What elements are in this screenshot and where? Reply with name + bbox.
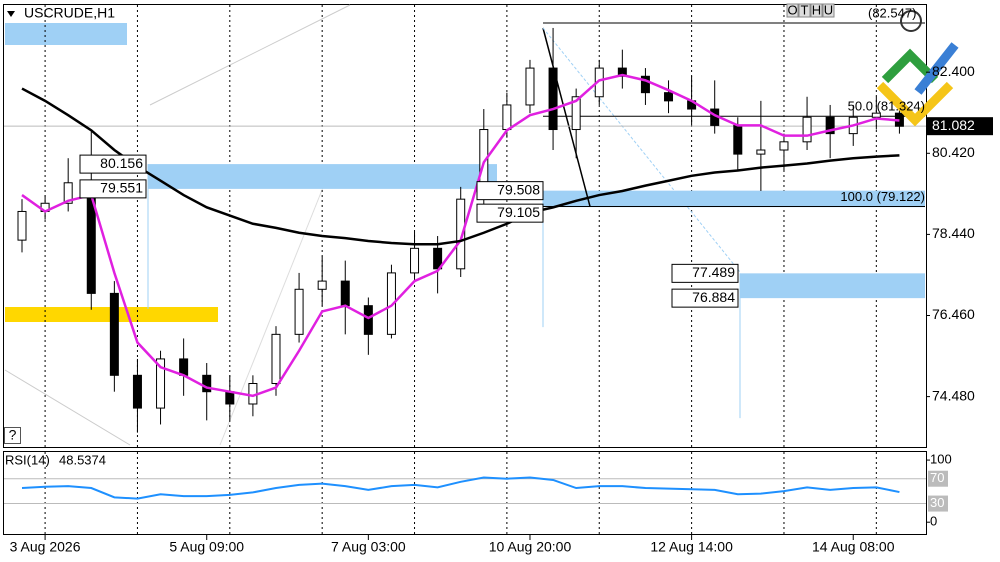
grid (44, 5, 877, 534)
zone-label-box (79, 154, 147, 174)
toolbar-button[interactable] (810, 3, 823, 18)
zone-label-box (476, 181, 544, 201)
main-panel (3, 4, 927, 448)
zone-label-box (476, 203, 544, 223)
rsi-tick-label: 30 (930, 495, 944, 510)
zone (148, 164, 497, 189)
candle-body (456, 198, 466, 270)
rsi-tick-label: 100 (930, 452, 952, 467)
zone-box (5, 23, 127, 45)
rsi-panel (3, 451, 927, 535)
moving-average (21, 87, 900, 246)
x-tick-label: 5 Aug 09:00 (169, 539, 244, 555)
candle-body (410, 247, 420, 274)
candle-body (779, 141, 789, 151)
candle-body (17, 210, 27, 241)
candle-body (317, 280, 327, 290)
y-tick-label: 74.480 (932, 387, 975, 403)
x-tick-label: 7 Aug 03:00 (331, 539, 406, 555)
rsi-level-box (928, 470, 948, 487)
candle-body (109, 292, 119, 376)
candle-body (386, 272, 396, 335)
trend-line (149, 4, 351, 106)
zone-label: 80.156 (100, 155, 143, 171)
trend-line (219, 169, 331, 446)
toolbar-button[interactable] (822, 3, 835, 18)
rsi-current: 48.5374 (59, 452, 106, 467)
x-tick-label: 12 Aug 14:00 (650, 539, 733, 555)
candle-body (640, 75, 650, 94)
help-box[interactable] (4, 427, 21, 444)
y-tick-label: 76.460 (932, 306, 975, 322)
rsi-tick-label: 0 (930, 514, 937, 529)
toolbar-button[interactable] (798, 3, 811, 18)
zone-label: 79.105 (497, 204, 540, 220)
candle-body (548, 67, 558, 131)
zone-label: 79.508 (497, 181, 540, 197)
current-price-box (927, 117, 993, 136)
candle-body (63, 182, 73, 204)
trend-line (4, 369, 131, 446)
candle-body (202, 374, 212, 393)
toolbar-label[interactable]: H (812, 2, 821, 17)
zone-label-box (79, 179, 147, 199)
zone (543, 190, 925, 208)
fib-diagonal (542, 27, 591, 207)
menu-arrow[interactable] (7, 11, 15, 17)
y-tick-label: 78.440 (932, 225, 975, 241)
toolbar-label[interactable]: T (801, 2, 809, 17)
fib-top-label: (82.547) (868, 5, 916, 20)
rsi-line (21, 476, 900, 500)
candle-body (363, 305, 373, 335)
candle-body (225, 391, 235, 405)
zone-label: 76.884 (692, 289, 735, 305)
toolbar-label[interactable]: O (787, 2, 797, 17)
fib-level-label: 100.0 (79.122) (840, 189, 925, 204)
logo (876, 10, 959, 127)
candle-body (756, 149, 766, 155)
candle-body (825, 116, 835, 135)
help-label[interactable]: ? (9, 427, 17, 443)
candle-body (179, 358, 189, 376)
candle-body (871, 112, 881, 118)
candle-body (525, 67, 535, 106)
zone-label-box (671, 263, 739, 283)
zone-label: 77.489 (692, 264, 735, 280)
candle-body (132, 374, 142, 409)
zone-label-box (671, 288, 739, 308)
candle-body (271, 333, 281, 385)
candle-body (294, 288, 304, 335)
fib-diagonal (542, 27, 741, 273)
y-tick-label: 80.420 (932, 144, 975, 160)
candle-body (664, 92, 674, 102)
x-tick-label: 3 Aug 2026 (10, 539, 81, 555)
x-tick-label: 14 Aug 08:00 (812, 539, 895, 555)
y-tick-label: 82.400 (932, 63, 975, 79)
candle-body (802, 116, 812, 143)
current-price-label: 81.082 (932, 117, 975, 133)
candle-body (502, 104, 512, 131)
candle-body (571, 96, 581, 131)
chart-title: USCRUDE,H1 (24, 5, 115, 21)
fib-level-label: 50.0 (81.324) (848, 99, 925, 114)
toolbar-button[interactable] (786, 3, 799, 18)
candle-body (156, 358, 166, 409)
candle-body (733, 124, 743, 155)
toolbar-label[interactable]: U (824, 2, 833, 17)
zone-label: 79.551 (100, 180, 143, 196)
x-tick-label: 10 Aug 20:00 (489, 539, 572, 555)
rsi-label: RSI(14) (5, 452, 50, 467)
rsi-tick-label: 70 (930, 470, 944, 485)
rsi-level-box (928, 495, 948, 512)
zone (740, 273, 925, 299)
candle-body (340, 280, 350, 307)
